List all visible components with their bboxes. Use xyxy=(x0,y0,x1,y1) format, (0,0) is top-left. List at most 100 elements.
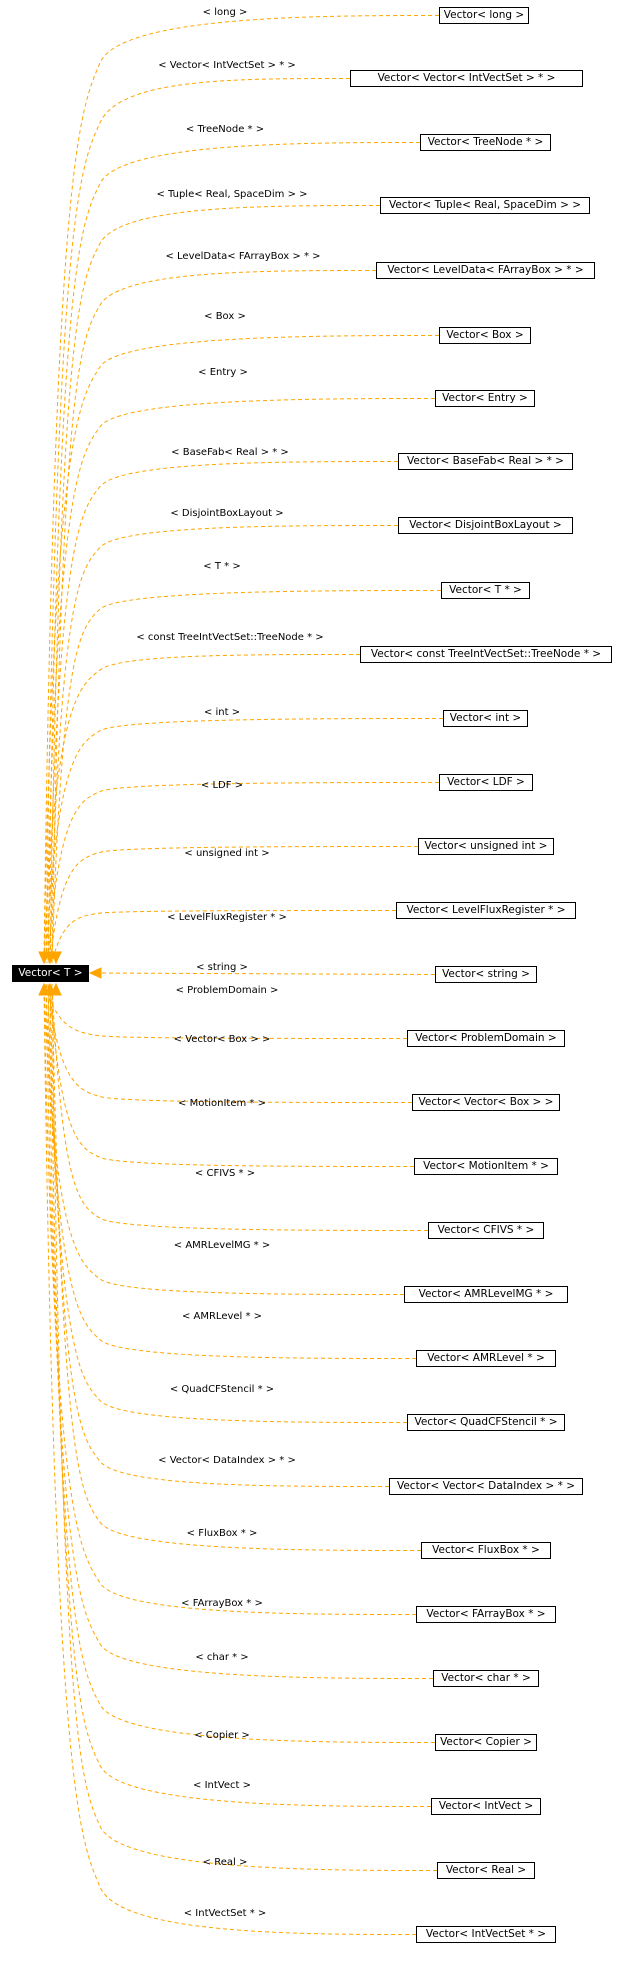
edge-fluxbox xyxy=(51,983,422,1551)
node-vector-vector-box[interactable]: Vector< Vector< Box > > xyxy=(412,1094,560,1111)
edge-label-motionitem: < MotionItem * > xyxy=(178,1098,266,1109)
edge-ldf xyxy=(47,782,440,964)
node-vector-treenode[interactable]: Vector< TreeNode * > xyxy=(420,134,551,151)
edge-label-cfivs: < CFIVS * > xyxy=(194,1168,256,1179)
node-vector-fluxbox[interactable]: Vector< FluxBox * > xyxy=(421,1542,551,1559)
edge-vector-dataindex xyxy=(49,983,390,1487)
edge-t xyxy=(51,590,442,964)
arrowhead-5 xyxy=(50,982,62,996)
edge-intvect xyxy=(49,983,432,1807)
node-vector-disjointboxlayout[interactable]: Vector< DisjointBoxLayout > xyxy=(398,517,573,534)
node-vector-motionitem[interactable]: Vector< MotionItem * > xyxy=(414,1158,558,1175)
arrowhead-1 xyxy=(38,951,50,965)
node-vector-cfivs[interactable]: Vector< CFIVS * > xyxy=(428,1222,544,1239)
edge-label-int: < int > xyxy=(203,707,241,718)
edge-cfivs xyxy=(51,983,429,1231)
node-vector-tuple-real-spacedim[interactable]: Vector< Tuple< Real, SpaceDim > > xyxy=(380,197,590,214)
edge-label-real: < Real > xyxy=(202,1857,248,1868)
node-vector-leveldata-farraybox[interactable]: Vector< LevelData< FArrayBox > * > xyxy=(376,262,595,279)
edge-label-vector-box: < Vector< Box > > xyxy=(173,1034,271,1045)
edge-label-quadcfstencil: < QuadCFStencil * > xyxy=(169,1384,275,1395)
node-vector-char[interactable]: Vector< char * > xyxy=(433,1670,539,1687)
edge-label-disjointboxlayout: < DisjointBoxLayout > xyxy=(170,508,284,519)
node-vector-intvect[interactable]: Vector< IntVect > xyxy=(431,1798,541,1815)
node-vector-problemdomain[interactable]: Vector< ProblemDomain > xyxy=(407,1030,565,1047)
arrowhead-2 xyxy=(50,951,62,965)
node-vector-real[interactable]: Vector< Real > xyxy=(437,1862,535,1879)
edge-label-unsigned-int: < unsigned int > xyxy=(184,848,270,859)
edge-label-intvect: < IntVect > xyxy=(193,1780,251,1791)
node-vector-entry[interactable]: Vector< Entry > xyxy=(435,390,535,407)
node-vector-long[interactable]: Vector< long > xyxy=(439,7,529,24)
edge-treenode xyxy=(47,142,421,964)
edge-real xyxy=(51,983,438,1871)
edge-label-amrlevelmg: < AMRLevelMG * > xyxy=(173,1240,271,1251)
edge-label-long: < long > xyxy=(202,7,248,18)
edge-label-leveldata-farraybox: < LevelData< FArrayBox > * > xyxy=(165,251,321,262)
edge-levelfluxregister xyxy=(51,910,397,964)
edge-problemdomain xyxy=(45,983,408,1039)
node-vector-quadcfstencil[interactable]: Vector< QuadCFStencil * > xyxy=(407,1414,565,1431)
node-vector-amrlevel[interactable]: Vector< AMRLevel * > xyxy=(416,1350,556,1367)
edge-label-string: < string > xyxy=(196,962,248,973)
edge-label-t: < T * > xyxy=(203,561,241,572)
edge-leveldata-farraybox xyxy=(51,270,377,964)
arrowhead-horizontal xyxy=(88,967,102,979)
node-vector-intvectset[interactable]: Vector< IntVectSet * > xyxy=(416,1926,556,1943)
arrowhead-4 xyxy=(38,982,50,996)
edge-label-entry: < Entry > xyxy=(198,367,248,378)
edge-quadcfstencil xyxy=(47,983,408,1423)
node-vector-vector-dataindex[interactable]: Vector< Vector< DataIndex > * > xyxy=(389,1478,583,1495)
edge-unsigned-int xyxy=(49,846,419,964)
edge-farraybox xyxy=(43,983,417,1615)
edge-label-vector-intvectset: < Vector< IntVectSet > * > xyxy=(158,60,296,71)
node-vector-int[interactable]: Vector< int > xyxy=(443,710,528,727)
node-vector-const-treeintvectset-treenode[interactable]: Vector< const TreeIntVectSet::TreeNode *… xyxy=(360,646,612,663)
node-vector-farraybox[interactable]: Vector< FArrayBox * > xyxy=(416,1606,556,1623)
edge-box xyxy=(43,335,440,964)
edge-label-basefab-real: < BaseFab< Real > * > xyxy=(171,447,289,458)
edge-entry xyxy=(45,398,436,964)
edge-label-problemdomain: < ProblemDomain > xyxy=(175,985,279,996)
edge-label-ldf: < LDF > xyxy=(200,780,244,791)
edge-label-tuple-real-spacedim: < Tuple< Real, SpaceDim > > xyxy=(156,189,308,200)
edge-label-copier: < Copier > xyxy=(194,1730,250,1741)
edge-label-treenode: < TreeNode * > xyxy=(185,124,265,135)
edge-label-levelfluxregister: < LevelFluxRegister * > xyxy=(167,912,287,923)
edge-char xyxy=(45,983,434,1679)
node-vector-box[interactable]: Vector< Box > xyxy=(439,327,531,344)
edge-label-const-treeintvectset-treenode: < const TreeIntVectSet::TreeNode * > xyxy=(136,632,324,643)
edge-label-intvectset: < IntVectSet * > xyxy=(183,1908,267,1919)
node-vector-vector-intvectset[interactable]: Vector< Vector< IntVectSet > * > xyxy=(350,70,583,87)
node-vector-amrlevelmg[interactable]: Vector< AMRLevelMG * > xyxy=(404,1286,568,1303)
node-vector-ldf[interactable]: Vector< LDF > xyxy=(439,774,533,791)
node-vector-t[interactable]: Vector< T * > xyxy=(441,582,530,599)
edge-basefab-real xyxy=(47,461,399,964)
edge-label-fluxbox: < FluxBox * > xyxy=(186,1528,258,1539)
edge-disjointboxlayout xyxy=(49,525,399,964)
edge-vector-intvectset xyxy=(45,78,351,964)
edge-motionitem xyxy=(49,983,415,1167)
node-vector-basefab-real[interactable]: Vector< BaseFab< Real > * > xyxy=(398,453,573,470)
edge-string xyxy=(91,972,436,975)
node-vector-string[interactable]: Vector< string > xyxy=(435,966,537,983)
edge-long xyxy=(43,15,440,964)
edge-tuple-real-spacedim xyxy=(49,205,381,964)
edge-int xyxy=(45,718,444,964)
edge-label-amrlevel: < AMRLevel * > xyxy=(181,1311,263,1322)
edge-vector-box xyxy=(47,983,413,1103)
edge-amrlevelmg xyxy=(43,983,405,1295)
edge-label-farraybox: < FArrayBox * > xyxy=(181,1598,263,1609)
edge-label-vector-dataindex: < Vector< DataIndex > * > xyxy=(158,1455,296,1466)
node-vector-unsigned-int[interactable]: Vector< unsigned int > xyxy=(418,838,554,855)
edge-label-char: < char * > xyxy=(195,1652,249,1663)
root-node-vector-t[interactable]: Vector< T > xyxy=(12,965,89,982)
edge-label-box: < Box > xyxy=(204,311,246,322)
node-vector-copier[interactable]: Vector< Copier > xyxy=(435,1734,537,1751)
edge-copier xyxy=(47,983,436,1743)
node-vector-levelfluxregister[interactable]: Vector< LevelFluxRegister * > xyxy=(396,902,576,919)
edge-const-treeintvectset-treenode xyxy=(43,654,361,964)
edge-amrlevel xyxy=(45,983,417,1359)
